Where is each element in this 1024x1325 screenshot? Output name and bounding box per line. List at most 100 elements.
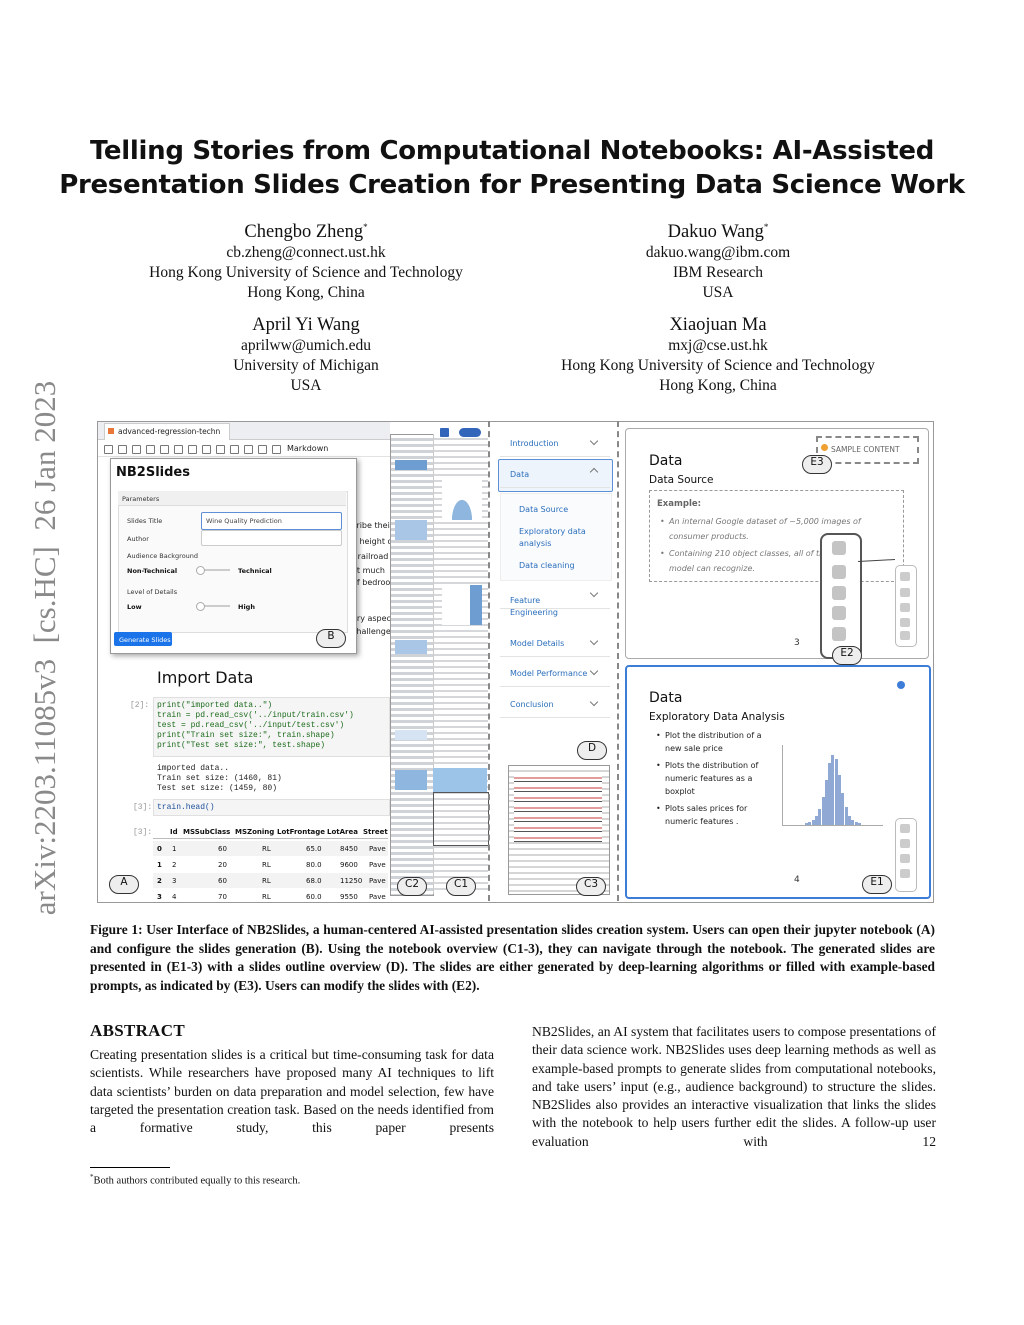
toolbar-icon bbox=[900, 618, 910, 627]
slider-track bbox=[198, 569, 230, 571]
markdown-heading: Import Data bbox=[157, 668, 254, 687]
callout-label: E2 bbox=[832, 646, 862, 665]
author-affiliation: Hong Kong University of Science and Tech… bbox=[561, 357, 875, 374]
toolbar-icon bbox=[132, 445, 141, 454]
preview-chart bbox=[514, 772, 602, 842]
chart-bar bbox=[841, 793, 845, 825]
chart-bar bbox=[811, 820, 815, 825]
table-cell: RL bbox=[262, 877, 271, 885]
toolbar-icon bbox=[146, 445, 155, 454]
table-cell: 20 bbox=[218, 861, 227, 869]
table-header: MSZoning bbox=[235, 828, 275, 836]
table-cell: 3 bbox=[157, 893, 162, 901]
notebook-text: at much bbox=[352, 566, 385, 575]
parameters-header bbox=[118, 491, 346, 506]
callout-label: B bbox=[316, 629, 346, 648]
code-line: print("Test set size:", test.shape) bbox=[157, 741, 326, 750]
table-header: LotArea bbox=[327, 828, 358, 836]
author-mark: * bbox=[763, 222, 769, 232]
table-cell: 2 bbox=[157, 877, 162, 885]
slide-bullet: Plots the distribution of numeric featur… bbox=[656, 759, 771, 798]
slide-bullet: An internal Google dataset of ~5,000 ima… bbox=[660, 514, 875, 544]
minimap-toggle bbox=[459, 428, 481, 437]
outline-item: Model Details bbox=[510, 639, 565, 648]
chart-bar bbox=[851, 820, 855, 825]
author-block: Xiaojuan Ma mxj@cse.ust.hk Hong Kong Uni… bbox=[508, 314, 928, 396]
output-line: imported data.. bbox=[157, 764, 230, 773]
dialog-title: NB2Slides bbox=[116, 465, 190, 480]
outline-rule bbox=[500, 487, 610, 488]
cell-prompt: [2]: bbox=[130, 701, 150, 710]
chart-bar bbox=[814, 816, 818, 825]
slider-label: Non-Technical bbox=[127, 567, 178, 575]
slider-track bbox=[198, 605, 230, 607]
slide-subheading: Data Source bbox=[649, 474, 714, 486]
chart-bar bbox=[838, 775, 841, 825]
table-row-band bbox=[153, 873, 388, 888]
outline-item: Exploratory data analysis bbox=[519, 527, 586, 548]
chart-bar bbox=[831, 755, 835, 825]
toolbar bbox=[98, 440, 390, 457]
field-label: Author bbox=[127, 535, 149, 543]
toolbar-icon bbox=[900, 603, 910, 612]
outline-item: Introduction bbox=[510, 439, 559, 448]
slide-bullet: Plot the distribution of a new sale pric… bbox=[656, 729, 771, 755]
cell-prompt: [3]: bbox=[133, 828, 153, 837]
toolbar-icon bbox=[832, 541, 846, 555]
table-cell: Pave bbox=[369, 861, 386, 869]
author-email: mxj@cse.ust.hk bbox=[668, 337, 768, 354]
overview-block bbox=[395, 460, 427, 470]
output-line: Test set size: (1459, 80) bbox=[157, 784, 278, 793]
table-cell: Pave bbox=[369, 893, 386, 901]
chart-bar bbox=[818, 809, 822, 825]
outline-item: Data Source bbox=[519, 505, 569, 514]
chart-bar bbox=[844, 807, 848, 825]
author-location: Hong Kong, China bbox=[659, 377, 777, 394]
table-cell: 60 bbox=[218, 845, 227, 853]
chart-bar bbox=[824, 780, 828, 825]
outline-item: Conclusion bbox=[510, 700, 554, 709]
table-cell: 60.0 bbox=[306, 893, 322, 901]
callout-label: C2 bbox=[397, 877, 427, 896]
figure-caption: Figure 1: User Interface of NB2Slides, a… bbox=[90, 922, 935, 993]
toolbar-icon bbox=[272, 445, 281, 454]
slider-label: Technical bbox=[238, 567, 272, 575]
footnote-mark: * bbox=[90, 1173, 94, 1181]
divider bbox=[617, 421, 619, 901]
author-location: USA bbox=[290, 377, 322, 394]
toolbar-icon bbox=[832, 565, 846, 579]
slider-label: High bbox=[238, 603, 255, 611]
toolbar-icon bbox=[900, 869, 910, 878]
output-line: Train set size: (1460, 81) bbox=[157, 774, 282, 783]
notebook-text: e height o bbox=[352, 537, 393, 546]
footnote-rule bbox=[90, 1167, 170, 1168]
abstract-text: Creating presentation slides is a critic… bbox=[90, 1047, 494, 1136]
author-email: dakuo.wang@ibm.com bbox=[645, 244, 791, 262]
toolbar-icon bbox=[216, 445, 225, 454]
notebook-text: challenge bbox=[352, 627, 391, 636]
chart-bar bbox=[857, 823, 861, 825]
abstract-text: NB2Slides, an AI system that facilitates… bbox=[532, 1024, 936, 1149]
example-box bbox=[649, 490, 904, 582]
author-mark: * bbox=[363, 222, 368, 232]
slide-bullet: Containing 210 object classes, all of th… bbox=[660, 546, 875, 576]
chart-bar bbox=[854, 822, 858, 825]
toolbar-icon bbox=[160, 445, 169, 454]
toolbar-icon bbox=[244, 445, 253, 454]
toolbar-icon bbox=[104, 445, 113, 454]
toolbar-icon bbox=[900, 824, 910, 833]
example-label: Example: bbox=[657, 499, 702, 509]
toolbar-icon bbox=[900, 631, 910, 640]
author-block: April Yi Wang aprilww@umich.edu Universi… bbox=[96, 314, 516, 396]
author-email: cb.zheng@connect.ust.hk bbox=[226, 244, 386, 262]
slide-number: 3 bbox=[794, 638, 800, 648]
table-cell: 11250 bbox=[340, 877, 363, 885]
divider bbox=[488, 421, 490, 901]
field-label: Audience Background bbox=[127, 552, 199, 560]
overview-block bbox=[395, 770, 427, 790]
callout-label: E3 bbox=[802, 455, 832, 474]
author-email: aprilww@umich.edu bbox=[240, 337, 372, 354]
author-location: Hong Kong, China bbox=[247, 284, 365, 302]
slide-heading: Data bbox=[649, 453, 683, 469]
slider-label: Low bbox=[127, 603, 142, 611]
